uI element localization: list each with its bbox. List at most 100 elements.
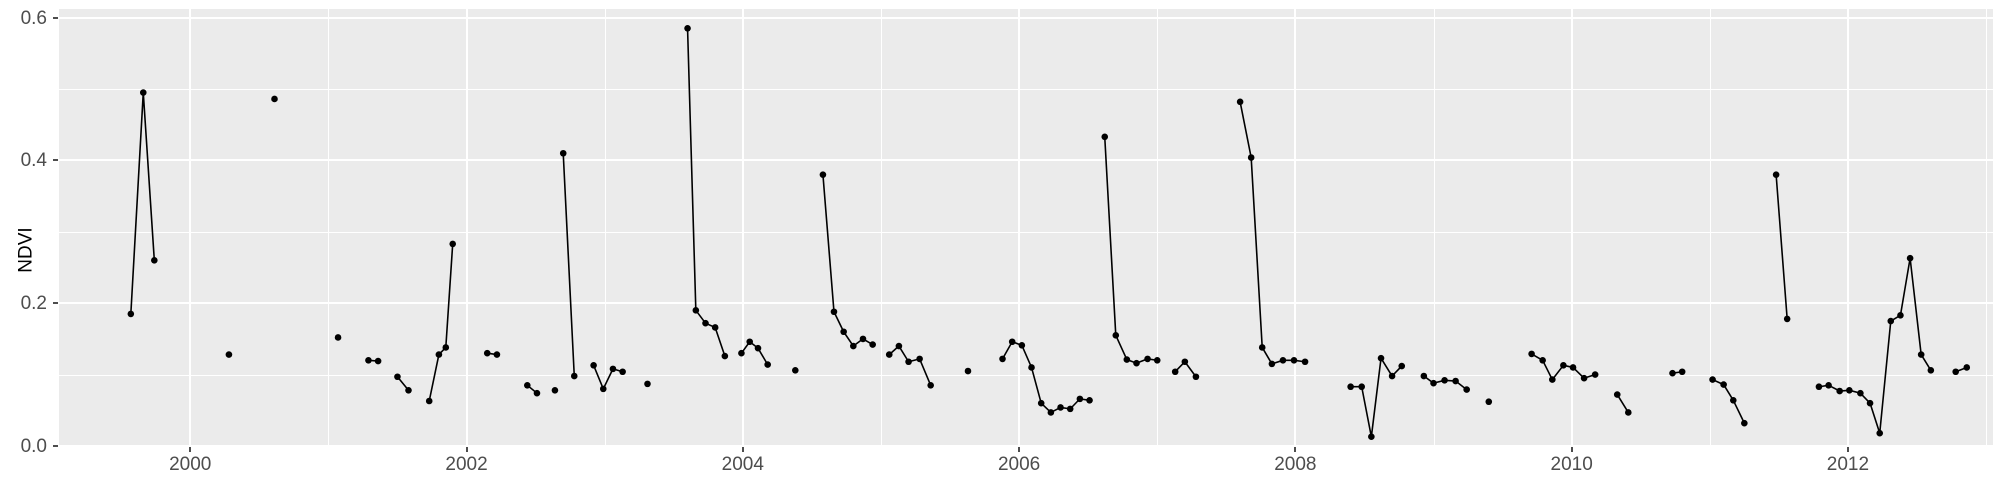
series-line-segment xyxy=(562,152,576,377)
series-point xyxy=(1133,359,1140,367)
series-point xyxy=(1388,372,1396,380)
series-point xyxy=(905,358,912,366)
series-line-segment xyxy=(822,173,874,347)
series-point xyxy=(792,367,799,374)
series-line-segment xyxy=(740,340,769,366)
gridline-y-major xyxy=(59,159,1993,162)
series-line-segment xyxy=(1001,340,1091,414)
series-point xyxy=(1613,391,1621,398)
series-point xyxy=(1825,382,1832,389)
series-point xyxy=(1066,405,1074,413)
series-point xyxy=(916,355,923,363)
x-tick-label: 2012 xyxy=(1826,454,1870,475)
series-point xyxy=(1887,317,1895,325)
x-tick-mark xyxy=(1846,447,1849,452)
series-point xyxy=(830,308,838,316)
x-tick-mark xyxy=(1570,447,1573,452)
plot-panel xyxy=(59,9,1993,446)
series-point xyxy=(644,380,651,388)
series-point xyxy=(1171,368,1179,376)
series-point xyxy=(702,319,709,327)
series-point xyxy=(1952,368,1959,376)
series-point xyxy=(405,387,412,394)
x-tick-label: 2000 xyxy=(169,454,212,475)
series-point xyxy=(869,341,876,348)
series-line-segment xyxy=(1775,173,1788,320)
series-point xyxy=(1846,387,1853,394)
series-point xyxy=(1549,376,1556,383)
series-point xyxy=(1268,360,1276,368)
series-point xyxy=(1290,357,1298,364)
series-point xyxy=(334,334,342,341)
series-line-segment xyxy=(1239,101,1306,365)
series-point xyxy=(1086,397,1093,404)
series-line-segment xyxy=(1711,378,1746,424)
series-point xyxy=(1279,357,1287,364)
series-point xyxy=(394,373,401,381)
series-point xyxy=(1123,356,1131,363)
series-point xyxy=(570,372,578,380)
series-point xyxy=(551,387,559,394)
series-point xyxy=(1420,372,1428,380)
series-point xyxy=(1452,377,1459,385)
series-point xyxy=(1037,399,1045,407)
series-point xyxy=(1836,387,1843,395)
x-tick-mark xyxy=(1018,447,1021,452)
series-point xyxy=(1101,133,1109,141)
series-point xyxy=(1720,381,1727,388)
x-tick-label: 2008 xyxy=(1274,454,1317,475)
series-point xyxy=(599,385,607,393)
series-point xyxy=(442,344,450,351)
series-point xyxy=(859,335,867,343)
series-point xyxy=(609,365,617,373)
x-tick-mark xyxy=(189,447,192,452)
series-line-segment xyxy=(1818,257,1932,434)
gridline-x-minor xyxy=(604,9,606,446)
series-point xyxy=(692,307,700,314)
series-point xyxy=(1153,357,1161,364)
series-point xyxy=(1866,399,1874,407)
series-point xyxy=(590,362,597,369)
series-point xyxy=(1008,338,1016,346)
series-point xyxy=(721,352,729,360)
series-point xyxy=(1897,312,1904,319)
series-point xyxy=(1463,386,1470,393)
series-point xyxy=(840,328,847,336)
series-point xyxy=(1906,254,1914,262)
series-line-segment xyxy=(592,364,624,390)
series-point xyxy=(1669,369,1676,377)
gridline-x-major xyxy=(189,9,192,446)
y-tick-label: 0.0 xyxy=(20,436,47,457)
series-point xyxy=(449,240,457,248)
series-point xyxy=(1368,433,1375,441)
series-line-segment xyxy=(1616,393,1630,414)
gridline-y-minor xyxy=(59,88,1993,90)
series-point xyxy=(619,368,626,376)
series-point xyxy=(1783,315,1791,323)
gridline-x-minor xyxy=(1709,9,1711,446)
series-point xyxy=(1047,409,1055,416)
gridline-x-minor xyxy=(1157,9,1159,446)
gridline-y-major xyxy=(59,302,1993,305)
x-tick-label: 2006 xyxy=(997,454,1041,475)
series-point xyxy=(1301,358,1309,366)
gridline-x-minor xyxy=(1986,9,1988,446)
y-tick-mark xyxy=(53,16,58,19)
series-line-segment xyxy=(428,243,454,402)
series-point xyxy=(1441,377,1448,384)
series-line-segment xyxy=(1103,136,1159,364)
gridline-x-major xyxy=(1570,9,1573,446)
series-point xyxy=(1963,364,1971,371)
series-point xyxy=(1192,373,1200,381)
gridline-x-major xyxy=(465,9,468,446)
gridline-x-minor xyxy=(328,9,330,446)
series-point xyxy=(1539,357,1546,364)
x-tick-label: 2002 xyxy=(445,454,488,475)
series-point xyxy=(1247,154,1255,161)
x-tick-label: 2010 xyxy=(1550,454,1593,475)
series-point xyxy=(533,389,541,397)
series-point xyxy=(1076,395,1084,403)
x-tick-mark xyxy=(465,447,468,452)
series-point xyxy=(1181,358,1189,366)
